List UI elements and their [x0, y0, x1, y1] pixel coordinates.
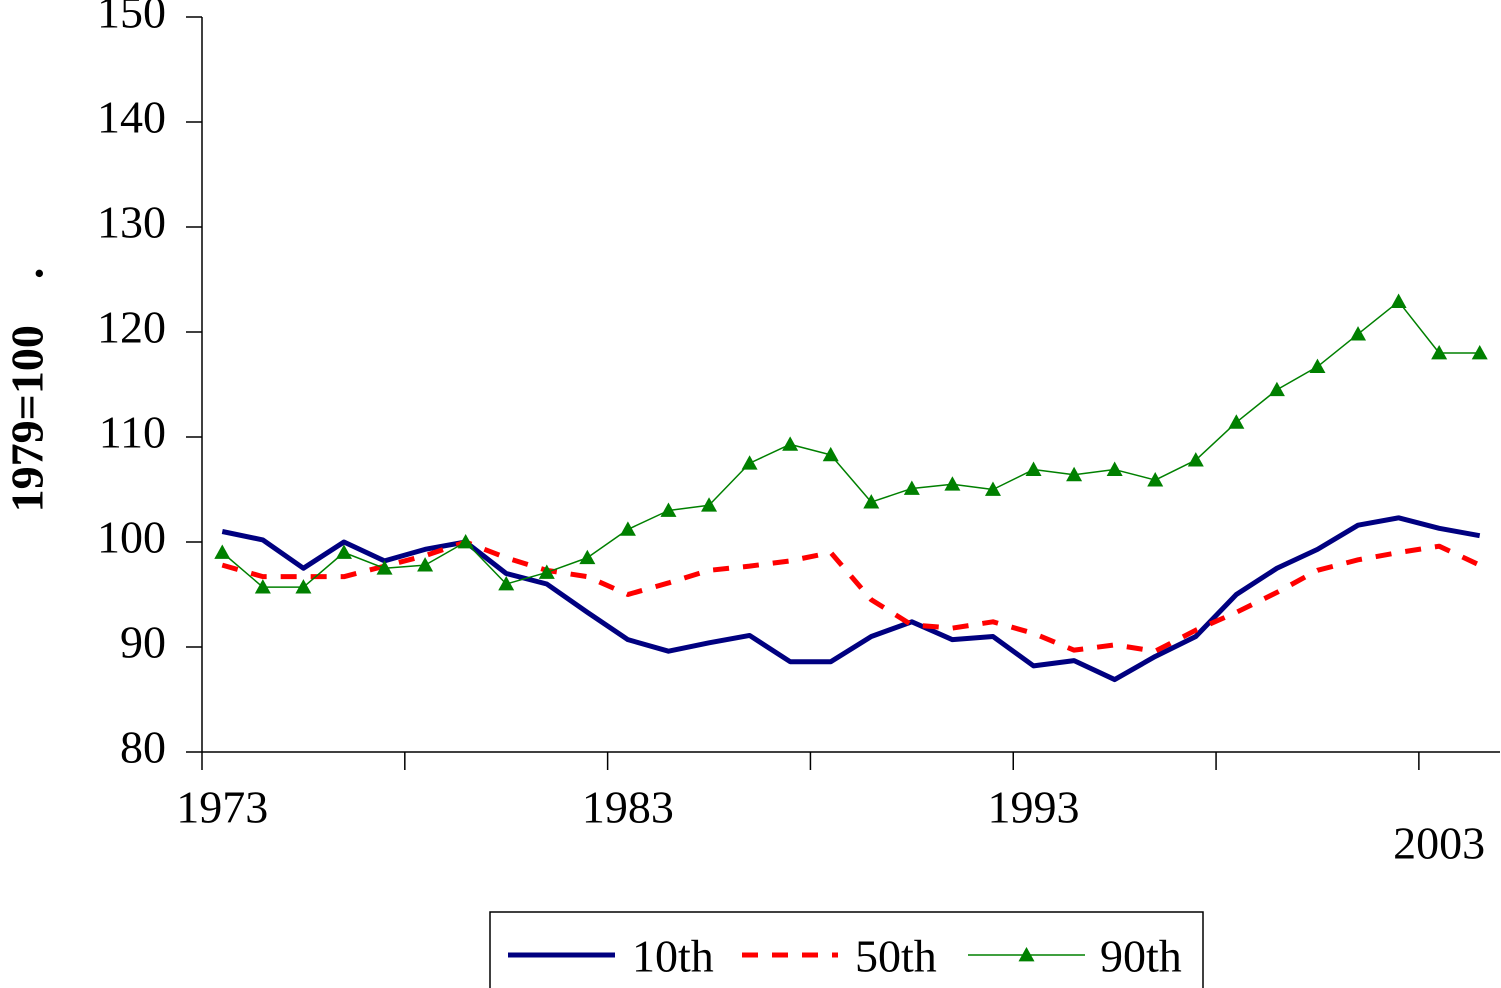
- legend-marker: [1018, 947, 1035, 962]
- marker: [1268, 381, 1285, 397]
- legend-label: 50th: [855, 931, 937, 982]
- marker: [254, 579, 271, 594]
- marker: [579, 549, 596, 565]
- marker: [538, 564, 555, 579]
- marker: [741, 455, 758, 470]
- legend-label: 90th: [1100, 931, 1182, 982]
- marker: [1309, 358, 1326, 374]
- y-tick-label: 90: [120, 617, 166, 668]
- marker: [1431, 345, 1448, 360]
- marker: [214, 544, 231, 559]
- marker: [1025, 461, 1042, 476]
- legend-box: [489, 911, 1204, 988]
- marker: [782, 436, 799, 451]
- y-tick-label: 130: [97, 197, 166, 248]
- x-tick-label: 1973: [176, 782, 268, 833]
- x-tick-label: 2003: [1393, 818, 1485, 869]
- marker: [1228, 414, 1245, 429]
- marker: [984, 481, 1001, 496]
- marker: [1471, 345, 1488, 360]
- y-tick-label: 110: [99, 407, 166, 458]
- marker: [822, 446, 839, 462]
- marker: [335, 544, 352, 559]
- marker: [660, 502, 677, 517]
- series-line: [221, 515, 1481, 683]
- y-tick-label: 150: [97, 0, 166, 38]
- y-tick-label: 100: [97, 512, 166, 563]
- marker: [619, 521, 636, 536]
- marker: [1147, 472, 1164, 487]
- marker: [701, 497, 718, 512]
- marker: [457, 534, 474, 549]
- marker: [944, 476, 961, 491]
- marker: [863, 494, 880, 509]
- marker: [295, 579, 312, 594]
- marker: [1187, 452, 1204, 467]
- series-line: [221, 539, 1481, 654]
- y-tick-label: 140: [97, 92, 166, 143]
- marker: [417, 557, 434, 572]
- y-tick-label: 120: [97, 302, 166, 353]
- y-axis-label: 1979=100 .: [2, 268, 53, 513]
- y-tick-label: 80: [120, 722, 166, 773]
- marker: [376, 560, 393, 575]
- x-tick-label: 1983: [582, 782, 674, 833]
- marker: [1066, 466, 1083, 482]
- marker: [1350, 326, 1367, 341]
- marker: [903, 480, 920, 495]
- x-tick-label: 1993: [988, 782, 1080, 833]
- marker: [498, 576, 515, 591]
- legend-label: 10th: [632, 931, 714, 982]
- series-line: [221, 300, 1480, 588]
- marker: [1390, 293, 1407, 308]
- marker: [1106, 461, 1123, 476]
